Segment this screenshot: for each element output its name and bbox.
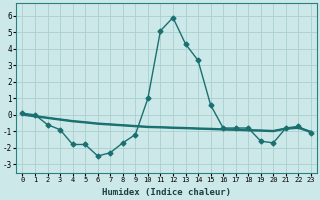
X-axis label: Humidex (Indice chaleur): Humidex (Indice chaleur) [102, 188, 231, 197]
